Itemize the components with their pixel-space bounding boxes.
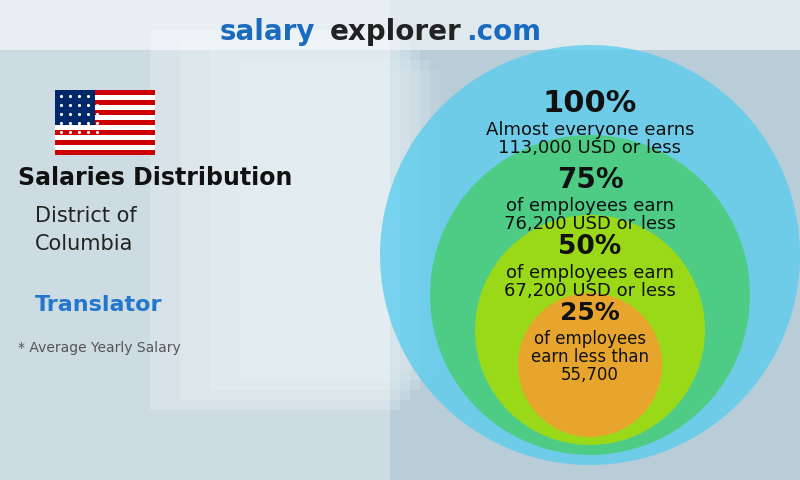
Bar	[55, 95, 155, 100]
Bar	[270, 70, 440, 370]
Text: of employees: of employees	[534, 330, 646, 348]
Text: 75%: 75%	[557, 166, 623, 194]
Text: salary: salary	[220, 18, 315, 46]
Bar	[150, 30, 400, 410]
Bar	[55, 105, 155, 110]
Text: 25%: 25%	[560, 301, 620, 325]
Text: District of
Columbia: District of Columbia	[35, 206, 137, 254]
Bar	[55, 125, 155, 130]
Bar	[55, 120, 155, 125]
Circle shape	[430, 135, 750, 455]
Bar	[55, 150, 155, 155]
Text: .com: .com	[466, 18, 541, 46]
Text: explorer: explorer	[330, 18, 462, 46]
Text: Salaries Distribution: Salaries Distribution	[18, 166, 292, 190]
Bar	[180, 40, 410, 400]
Circle shape	[380, 45, 800, 465]
Bar	[55, 90, 95, 125]
Text: 100%: 100%	[543, 89, 637, 118]
Text: 50%: 50%	[558, 234, 622, 260]
Text: earn less than: earn less than	[531, 348, 649, 366]
Bar	[210, 50, 420, 390]
Bar	[55, 145, 155, 150]
Bar	[55, 100, 155, 105]
Bar	[55, 90, 155, 95]
Text: Almost everyone earns: Almost everyone earns	[486, 121, 694, 139]
Circle shape	[475, 215, 705, 445]
Bar	[55, 135, 155, 140]
Bar	[0, 0, 800, 50]
Text: 67,200 USD or less: 67,200 USD or less	[504, 282, 676, 300]
Bar	[240, 60, 430, 380]
Text: of employees earn: of employees earn	[506, 197, 674, 215]
Text: 113,000 USD or less: 113,000 USD or less	[498, 139, 682, 157]
Text: of employees earn: of employees earn	[506, 264, 674, 282]
Bar	[55, 110, 155, 115]
Text: Translator: Translator	[35, 295, 162, 315]
Bar	[0, 0, 390, 480]
Bar	[55, 115, 155, 120]
Text: 76,200 USD or less: 76,200 USD or less	[504, 215, 676, 233]
Bar	[55, 130, 155, 135]
Bar	[55, 140, 155, 145]
Text: 55,700: 55,700	[561, 366, 619, 384]
Circle shape	[518, 293, 662, 437]
Text: * Average Yearly Salary: * Average Yearly Salary	[18, 341, 181, 355]
